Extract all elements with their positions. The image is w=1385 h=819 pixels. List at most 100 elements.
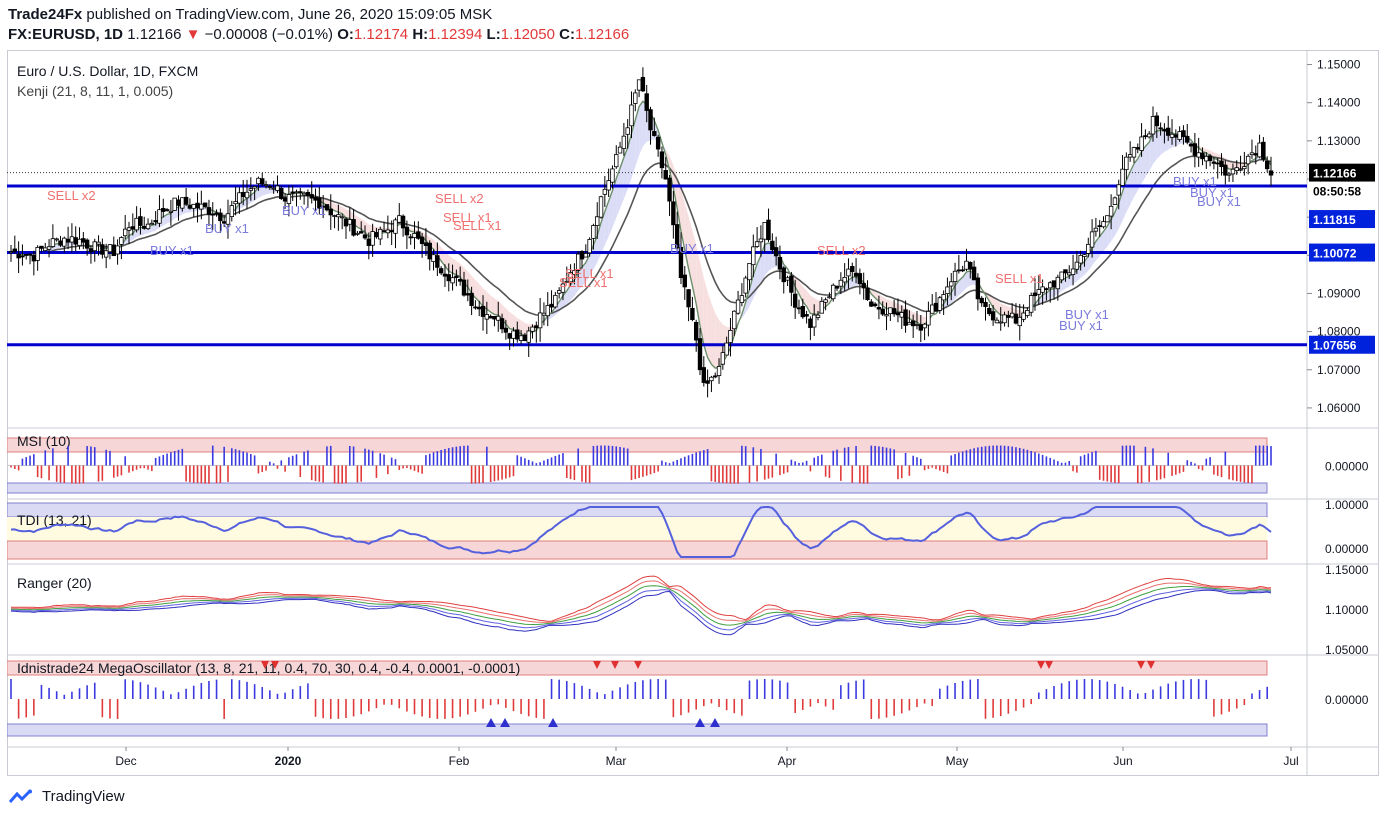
- candle-body: [819, 300, 825, 314]
- candle-body: [1169, 133, 1175, 138]
- kenji-cloud-segment: [1099, 231, 1104, 256]
- kenji-cloud-segment: [604, 201, 609, 246]
- candle-body: [808, 318, 813, 328]
- kenji-cloud-segment: [620, 157, 624, 209]
- candle-body: [1173, 134, 1179, 138]
- candle-body: [960, 269, 965, 272]
- countdown-tag-bg: [1309, 181, 1375, 200]
- candle-body: [678, 246, 684, 278]
- candle-body: [385, 229, 391, 234]
- candle-body: [119, 237, 124, 245]
- kenji-cloud-segment: [361, 218, 366, 233]
- candle-body: [568, 272, 573, 283]
- candle-body: [591, 225, 596, 239]
- kenji-cloud-segment: [810, 295, 815, 315]
- kenji-cloud-segment: [627, 133, 632, 190]
- kenji-cloud-segment: [1141, 146, 1146, 184]
- candle-body: [1139, 136, 1144, 151]
- candle-body: [526, 330, 531, 343]
- candle-body: [659, 151, 665, 169]
- sell-signal-label: SELL x2: [817, 243, 866, 258]
- candle-body: [492, 315, 497, 320]
- candle-body: [69, 236, 75, 243]
- candle-body: [20, 255, 25, 258]
- kenji-cloud-segment: [715, 312, 720, 369]
- candle-body: [275, 185, 280, 191]
- ranger-band-line: [11, 575, 1272, 622]
- candle-body: [534, 325, 539, 329]
- candle-body: [161, 208, 166, 212]
- kenji-cloud-segment: [1126, 171, 1131, 213]
- sell-signal-label: SELL x2: [435, 191, 484, 206]
- candle-body: [1162, 128, 1167, 132]
- kenji-cloud-segment: [132, 228, 137, 240]
- candle-body: [336, 214, 341, 218]
- kenji-cloud-segment: [1210, 150, 1214, 159]
- candle-body: [199, 203, 204, 210]
- candle-body: [1200, 152, 1205, 160]
- candle-body: [103, 250, 109, 258]
- candle-body: [256, 177, 261, 185]
- last-price-tag: 1.12166: [1313, 167, 1357, 181]
- kenji-cloud-segment: [262, 185, 267, 196]
- kenji-cloud-segment: [913, 311, 917, 323]
- msi-oversold-zone: [7, 482, 1268, 494]
- candle-body: [968, 261, 973, 270]
- candle-body: [834, 285, 840, 289]
- kenji-cloud-segment: [486, 291, 491, 313]
- candle-body: [1127, 154, 1133, 158]
- candle-body: [747, 262, 752, 281]
- buy-signal-label: BUY x1: [1065, 307, 1109, 322]
- countdown-tag: 08:50:58: [1313, 185, 1361, 199]
- mega-sell-arrow: [1037, 661, 1045, 669]
- candle-body: [625, 127, 630, 135]
- candle-body: [389, 230, 394, 233]
- kenji-cloud-segment: [677, 176, 681, 232]
- kenji-cloud-segment: [163, 214, 168, 226]
- candle-body: [427, 242, 432, 260]
- candle-body: [674, 224, 680, 249]
- candle-body: [260, 178, 265, 185]
- candle-body: [1230, 168, 1236, 175]
- low-label: L:: [486, 26, 501, 43]
- kenji-cloud-segment: [456, 260, 461, 277]
- candle-body: [400, 215, 406, 229]
- tradingview-label: TradingView: [42, 788, 125, 805]
- open-value: 1.12174: [353, 26, 409, 43]
- kenji-cloud-segment: [505, 308, 510, 329]
- kenji-cloud-segment: [1164, 130, 1169, 152]
- mega-sell-arrow: [261, 661, 269, 669]
- kenji-cloud-segment: [1065, 276, 1070, 289]
- tradingview-logo[interactable]: TradingView: [8, 788, 125, 805]
- candle-body: [952, 270, 958, 282]
- kenji-cloud-segment: [612, 178, 617, 228]
- candle-body: [987, 307, 992, 315]
- candle-body: [922, 323, 927, 329]
- mega-buy-arrow: [486, 718, 496, 727]
- candle-body: [229, 205, 234, 217]
- kenji-cloud-segment: [703, 277, 708, 358]
- candle-body: [1181, 130, 1186, 138]
- buy-signal-label: BUY x1: [1197, 194, 1241, 209]
- publish-line: Trade24Fx published on TradingView.com, …: [8, 6, 492, 23]
- candle-body: [541, 312, 547, 316]
- kenji-cloud-segment: [509, 312, 514, 330]
- kenji-cloud-segment: [448, 255, 453, 274]
- candle-body: [1238, 168, 1243, 171]
- candle-body: [812, 314, 817, 328]
- price-tick-label: 1.06000: [1317, 401, 1361, 415]
- candle-body: [195, 202, 200, 209]
- kenji-cloud-segment: [642, 101, 647, 147]
- candle-body: [298, 191, 303, 194]
- candle-body: [404, 226, 410, 236]
- candle-body: [180, 197, 185, 209]
- candle-body: [12, 248, 18, 252]
- chart-area[interactable]: 1.150001.140001.130001.120001.110001.100…: [7, 50, 1379, 777]
- ranger-tick-label: 1.05000: [1325, 643, 1369, 657]
- candle-body: [614, 154, 619, 168]
- kenji-cloud-segment: [494, 298, 499, 316]
- candle-body: [1242, 166, 1247, 170]
- kenji-cloud-segment: [852, 276, 857, 287]
- kenji-cloud-segment: [711, 303, 716, 369]
- candle-body: [111, 244, 116, 257]
